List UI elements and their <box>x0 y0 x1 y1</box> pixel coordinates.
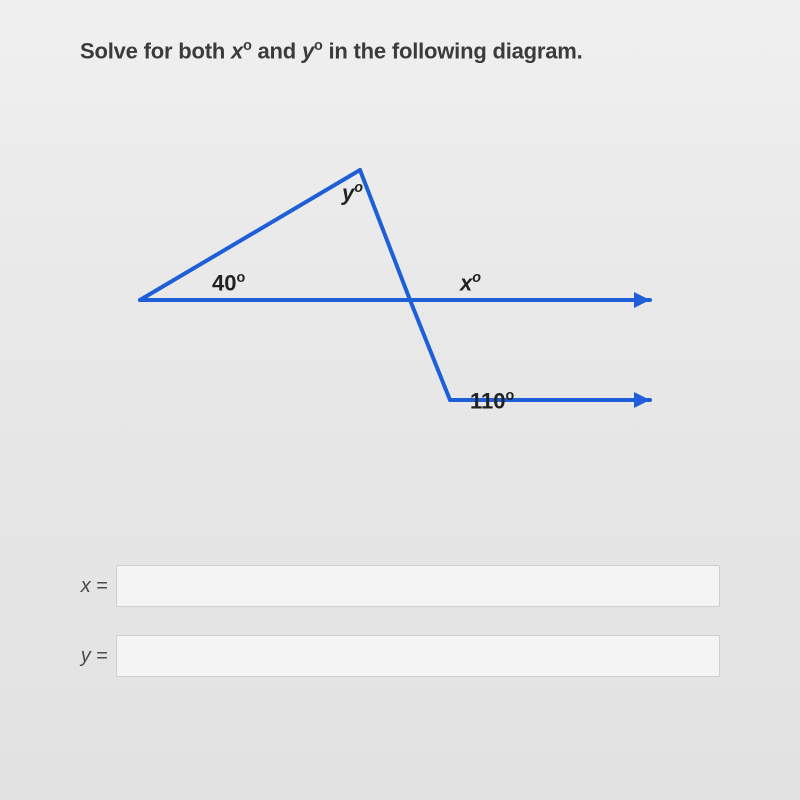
question-prompt: Solve for both xo and yo in the followin… <box>80 38 583 64</box>
degree-sup-1: o <box>243 38 252 54</box>
input-row-x: x = <box>60 565 720 607</box>
y-input[interactable] <box>116 635 720 677</box>
label-110-text: 110 <box>470 388 506 413</box>
label-x: xo <box>460 270 481 296</box>
label-y-text: y <box>342 180 354 205</box>
prompt-text-1: Solve for both <box>80 38 231 63</box>
label-40: 40o <box>212 270 245 296</box>
prompt-text-3: in the following diagram. <box>323 38 583 63</box>
diagram-svg <box>110 130 670 460</box>
prompt-var-x: x <box>231 38 243 63</box>
label-40-text: 40 <box>212 270 236 295</box>
worksheet-page: Solve for both xo and yo in the followin… <box>0 0 800 800</box>
label-110: 110o <box>470 388 514 414</box>
y-equals-label: y = <box>60 645 116 668</box>
degree-sup-2: o <box>314 38 323 54</box>
input-row-y: y = <box>60 635 720 677</box>
label-y: yo <box>342 180 363 206</box>
label-x-text: x <box>460 270 472 295</box>
x-equals-label: x = <box>60 575 116 598</box>
prompt-var-y: y <box>302 38 314 63</box>
geometry-diagram: yo 40o xo 110o <box>110 130 670 460</box>
x-input[interactable] <box>116 565 720 607</box>
answer-inputs: x = y = <box>60 565 720 705</box>
prompt-text-2: and <box>252 38 302 63</box>
